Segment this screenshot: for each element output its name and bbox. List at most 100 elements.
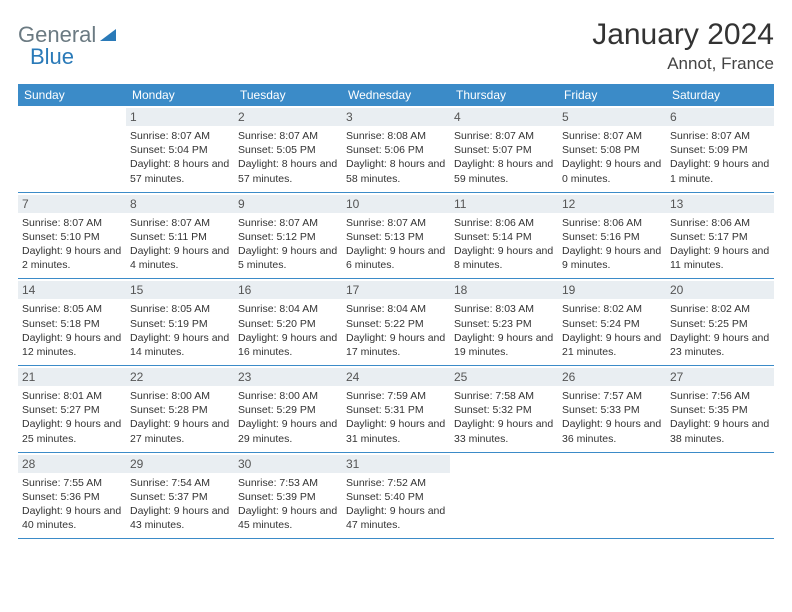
daylight-line: Daylight: 9 hours and 33 minutes. (454, 417, 554, 445)
sunrise-line: Sunrise: 7:58 AM (454, 389, 554, 403)
sunrise-line: Sunrise: 7:53 AM (238, 476, 338, 490)
day-number: 11 (450, 195, 558, 213)
day-details: Sunrise: 8:07 AMSunset: 5:05 PMDaylight:… (238, 129, 338, 186)
sunset-line: Sunset: 5:32 PM (454, 403, 554, 417)
day-details: Sunrise: 8:03 AMSunset: 5:23 PMDaylight:… (454, 302, 554, 359)
day-number: 13 (666, 195, 774, 213)
sunset-line: Sunset: 5:04 PM (130, 143, 230, 157)
day-cell: 5Sunrise: 8:07 AMSunset: 5:08 PMDaylight… (558, 106, 666, 192)
sunset-line: Sunset: 5:25 PM (670, 317, 770, 331)
daylight-line: Daylight: 9 hours and 36 minutes. (562, 417, 662, 445)
day-number: 23 (234, 368, 342, 386)
day-details: Sunrise: 8:02 AMSunset: 5:25 PMDaylight:… (670, 302, 770, 359)
sunrise-line: Sunrise: 8:07 AM (670, 129, 770, 143)
daylight-line: Daylight: 8 hours and 59 minutes. (454, 157, 554, 185)
daylight-line: Daylight: 8 hours and 57 minutes. (238, 157, 338, 185)
week-row: 21Sunrise: 8:01 AMSunset: 5:27 PMDayligh… (18, 366, 774, 453)
sunrise-line: Sunrise: 8:02 AM (562, 302, 662, 316)
day-cell: 9Sunrise: 8:07 AMSunset: 5:12 PMDaylight… (234, 193, 342, 279)
sunrise-line: Sunrise: 8:06 AM (454, 216, 554, 230)
title-block: January 2024 Annot, France (592, 18, 774, 74)
daylight-line: Daylight: 9 hours and 25 minutes. (22, 417, 122, 445)
daylight-line: Daylight: 9 hours and 17 minutes. (346, 331, 446, 359)
day-cell: 11Sunrise: 8:06 AMSunset: 5:14 PMDayligh… (450, 193, 558, 279)
day-details: Sunrise: 8:07 AMSunset: 5:10 PMDaylight:… (22, 216, 122, 273)
day-number: 31 (342, 455, 450, 473)
day-cell: 20Sunrise: 8:02 AMSunset: 5:25 PMDayligh… (666, 279, 774, 365)
day-number: 10 (342, 195, 450, 213)
day-number: 4 (450, 108, 558, 126)
day-number: 21 (18, 368, 126, 386)
sunset-line: Sunset: 5:14 PM (454, 230, 554, 244)
day-number: 19 (558, 281, 666, 299)
sunrise-line: Sunrise: 7:55 AM (22, 476, 122, 490)
day-number: 16 (234, 281, 342, 299)
day-details: Sunrise: 7:58 AMSunset: 5:32 PMDaylight:… (454, 389, 554, 446)
logo-text-blue: Blue (30, 44, 74, 70)
day-number: 6 (666, 108, 774, 126)
day-number: 8 (126, 195, 234, 213)
daylight-line: Daylight: 8 hours and 58 minutes. (346, 157, 446, 185)
week-row: 7Sunrise: 8:07 AMSunset: 5:10 PMDaylight… (18, 193, 774, 280)
day-number: 27 (666, 368, 774, 386)
day-header: Friday (558, 84, 666, 106)
sunrise-line: Sunrise: 8:07 AM (238, 129, 338, 143)
sunrise-line: Sunrise: 8:04 AM (346, 302, 446, 316)
day-cell: 19 Sunrise: 8:02 AMSunset: 5:24 PMDayligh… (558, 279, 666, 365)
day-details: Sunrise: 8:04 AMSunset: 5:20 PMDaylight:… (238, 302, 338, 359)
daylight-line: Daylight: 8 hours and 57 minutes. (130, 157, 230, 185)
day-cell: 6Sunrise: 8:07 AMSunset: 5:09 PMDaylight… (666, 106, 774, 192)
day-details: Sunrise: 7:55 AMSunset: 5:36 PMDaylight:… (22, 476, 122, 533)
sunset-line: Sunset: 5:28 PM (130, 403, 230, 417)
day-cell: 2Sunrise: 8:07 AMSunset: 5:05 PMDaylight… (234, 106, 342, 192)
sunrise-line: Sunrise: 8:00 AM (238, 389, 338, 403)
day-details: Sunrise: 8:07 AMSunset: 5:11 PMDaylight:… (130, 216, 230, 273)
day-cell: 14Sunrise: 8:05 AMSunset: 5:18 PMDayligh… (18, 279, 126, 365)
day-cell: 31 Sunrise: 7:52 AMSunset: 5:40 PMDayligh… (342, 453, 450, 539)
day-details: Sunrise: 8:02 AMSunset: 5:24 PMDaylight:… (562, 302, 662, 359)
day-cell: 3Sunrise: 8:08 AMSunset: 5:06 PMDaylight… (342, 106, 450, 192)
sunset-line: Sunset: 5:31 PM (346, 403, 446, 417)
day-details: Sunrise: 8:06 AMSunset: 5:16 PMDaylight:… (562, 216, 662, 273)
sunset-line: Sunset: 5:23 PM (454, 317, 554, 331)
day-details: Sunrise: 7:52 AMSunset: 5:40 PMDaylight:… (346, 476, 446, 533)
sunrise-line: Sunrise: 8:04 AM (238, 302, 338, 316)
day-cell: 30Sunrise: 7:53 AMSunset: 5:39 PMDayligh… (234, 453, 342, 539)
day-details: Sunrise: 8:07 AMSunset: 5:07 PMDaylight:… (454, 129, 554, 186)
daylight-line: Daylight: 9 hours and 21 minutes. (562, 331, 662, 359)
sunrise-line: Sunrise: 8:06 AM (562, 216, 662, 230)
daylight-line: Daylight: 9 hours and 1 minute. (670, 157, 770, 185)
week-row: 14Sunrise: 8:05 AMSunset: 5:18 PMDayligh… (18, 279, 774, 366)
day-header: Sunday (18, 84, 126, 106)
day-cell: 26Sunrise: 7:57 AMSunset: 5:33 PMDayligh… (558, 366, 666, 452)
daylight-line: Daylight: 9 hours and 31 minutes. (346, 417, 446, 445)
day-cell: 25Sunrise: 7:58 AMSunset: 5:32 PMDayligh… (450, 366, 558, 452)
day-details: Sunrise: 8:00 AMSunset: 5:29 PMDaylight:… (238, 389, 338, 446)
sunset-line: Sunset: 5:29 PM (238, 403, 338, 417)
sunrise-line: Sunrise: 8:08 AM (346, 129, 446, 143)
daylight-line: Daylight: 9 hours and 5 minutes. (238, 244, 338, 272)
sunset-line: Sunset: 5:18 PM (22, 317, 122, 331)
sunset-line: Sunset: 5:33 PM (562, 403, 662, 417)
sunrise-line: Sunrise: 7:52 AM (346, 476, 446, 490)
daylight-line: Daylight: 9 hours and 9 minutes. (562, 244, 662, 272)
day-cell: 18Sunrise: 8:03 AMSunset: 5:23 PMDayligh… (450, 279, 558, 365)
sunset-line: Sunset: 5:19 PM (130, 317, 230, 331)
day-number: 1 (126, 108, 234, 126)
day-details: Sunrise: 8:00 AMSunset: 5:28 PMDaylight:… (130, 389, 230, 446)
day-details: Sunrise: 8:05 AMSunset: 5:18 PMDaylight:… (22, 302, 122, 359)
sunrise-line: Sunrise: 7:54 AM (130, 476, 230, 490)
logo-triangle-icon (98, 25, 118, 45)
sunrise-line: Sunrise: 8:07 AM (454, 129, 554, 143)
sunrise-line: Sunrise: 7:56 AM (670, 389, 770, 403)
sunset-line: Sunset: 5:22 PM (346, 317, 446, 331)
sunset-line: Sunset: 5:12 PM (238, 230, 338, 244)
sunrise-line: Sunrise: 7:57 AM (562, 389, 662, 403)
day-number: 24 (342, 368, 450, 386)
day-cell: 28Sunrise: 7:55 AMSunset: 5:36 PMDayligh… (18, 453, 126, 539)
daylight-line: Daylight: 9 hours and 27 minutes. (130, 417, 230, 445)
sunset-line: Sunset: 5:27 PM (22, 403, 122, 417)
sunset-line: Sunset: 5:06 PM (346, 143, 446, 157)
day-cell: 21Sunrise: 8:01 AMSunset: 5:27 PMDayligh… (18, 366, 126, 452)
sunrise-line: Sunrise: 8:07 AM (562, 129, 662, 143)
